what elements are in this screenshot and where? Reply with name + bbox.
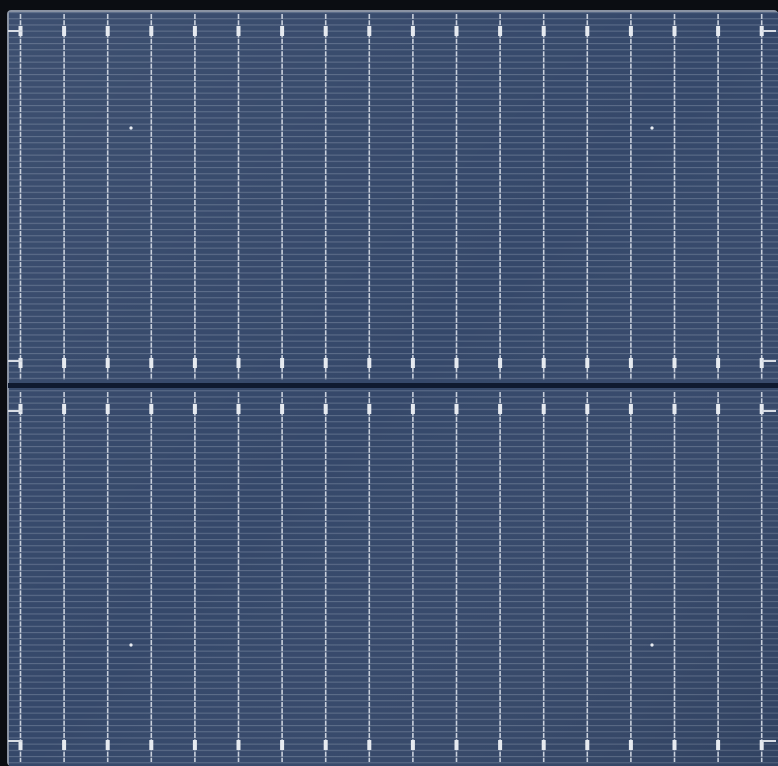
busbar-pad (323, 404, 328, 414)
busbar-pad (236, 358, 241, 368)
busbar-pad (62, 740, 67, 750)
busbar-pad (192, 26, 197, 36)
busbar-pad (759, 358, 764, 368)
busbar-pad (367, 358, 372, 368)
busbar-pad (367, 740, 372, 750)
busbar-pad (672, 404, 677, 414)
busbar-pad (149, 358, 154, 368)
alignment-dot (129, 643, 133, 647)
busbar-pad (280, 358, 285, 368)
busbar-pad (759, 404, 764, 414)
alignment-dot (650, 643, 654, 647)
busbar-pad (628, 740, 633, 750)
busbar-pad (367, 404, 372, 414)
busbar-pad (759, 26, 764, 36)
busbar-pad (105, 740, 110, 750)
cell-split (8, 383, 778, 388)
busbar-pad (672, 26, 677, 36)
alignment-dot (650, 126, 654, 130)
busbar-pad (759, 740, 764, 750)
busbar-pad (541, 358, 546, 368)
busbar-pad (716, 740, 721, 750)
busbar-pad (192, 740, 197, 750)
busbar-pad (454, 740, 459, 750)
busbar-pad (454, 358, 459, 368)
busbar-pad (716, 358, 721, 368)
busbars (8, 14, 776, 762)
edge-mark (8, 30, 22, 32)
busbar-pad (105, 358, 110, 368)
busbar-pad (149, 740, 154, 750)
edge-mark (762, 740, 776, 742)
edge-mark (8, 410, 22, 412)
busbar-pad (541, 26, 546, 36)
busbar-pad (672, 740, 677, 750)
busbar-pad (323, 26, 328, 36)
busbar-pad (236, 740, 241, 750)
busbar-pad (18, 740, 23, 750)
busbar-pad (149, 26, 154, 36)
busbar-pad (410, 26, 415, 36)
busbar-pad (585, 404, 590, 414)
edge-mark (762, 360, 776, 362)
busbar-pad (628, 26, 633, 36)
busbar-pad (498, 404, 503, 414)
busbar-pad (105, 26, 110, 36)
busbar-pad (541, 740, 546, 750)
busbar-pad (672, 358, 677, 368)
busbar-pad (498, 358, 503, 368)
busbar-pad (410, 358, 415, 368)
busbar-pad (585, 26, 590, 36)
busbar-pad (585, 740, 590, 750)
busbar-pad (541, 404, 546, 414)
busbar-pad (367, 26, 372, 36)
busbar-pad (498, 740, 503, 750)
busbar-pad (716, 26, 721, 36)
busbar-pad (280, 404, 285, 414)
edge-mark (8, 740, 22, 742)
busbar-pad (498, 26, 503, 36)
busbar-pad (18, 358, 23, 368)
busbar-pad (62, 26, 67, 36)
busbar-pad (62, 358, 67, 368)
busbar-pad (585, 358, 590, 368)
busbar-pad (149, 404, 154, 414)
busbar-pad (410, 740, 415, 750)
edge-mark (762, 30, 776, 32)
busbar-pad (716, 404, 721, 414)
busbar-pad (628, 404, 633, 414)
busbar-pad (454, 26, 459, 36)
busbar-pad (192, 358, 197, 368)
busbar-pad (628, 358, 633, 368)
busbar-pad (105, 404, 110, 414)
busbar-pad (280, 26, 285, 36)
edge-mark (762, 410, 776, 412)
busbar-pad (323, 740, 328, 750)
busbar-pad (236, 26, 241, 36)
busbar-pad (280, 740, 285, 750)
busbar-pad (454, 404, 459, 414)
busbar-pad (323, 358, 328, 368)
busbar-pad (18, 404, 23, 414)
cell-shading (9, 12, 778, 766)
busbar-pad (410, 404, 415, 414)
busbar-pad (62, 404, 67, 414)
edge-mark (8, 360, 22, 362)
busbar-pad (236, 404, 241, 414)
alignment-dot (129, 126, 133, 130)
busbar-pad (192, 404, 197, 414)
